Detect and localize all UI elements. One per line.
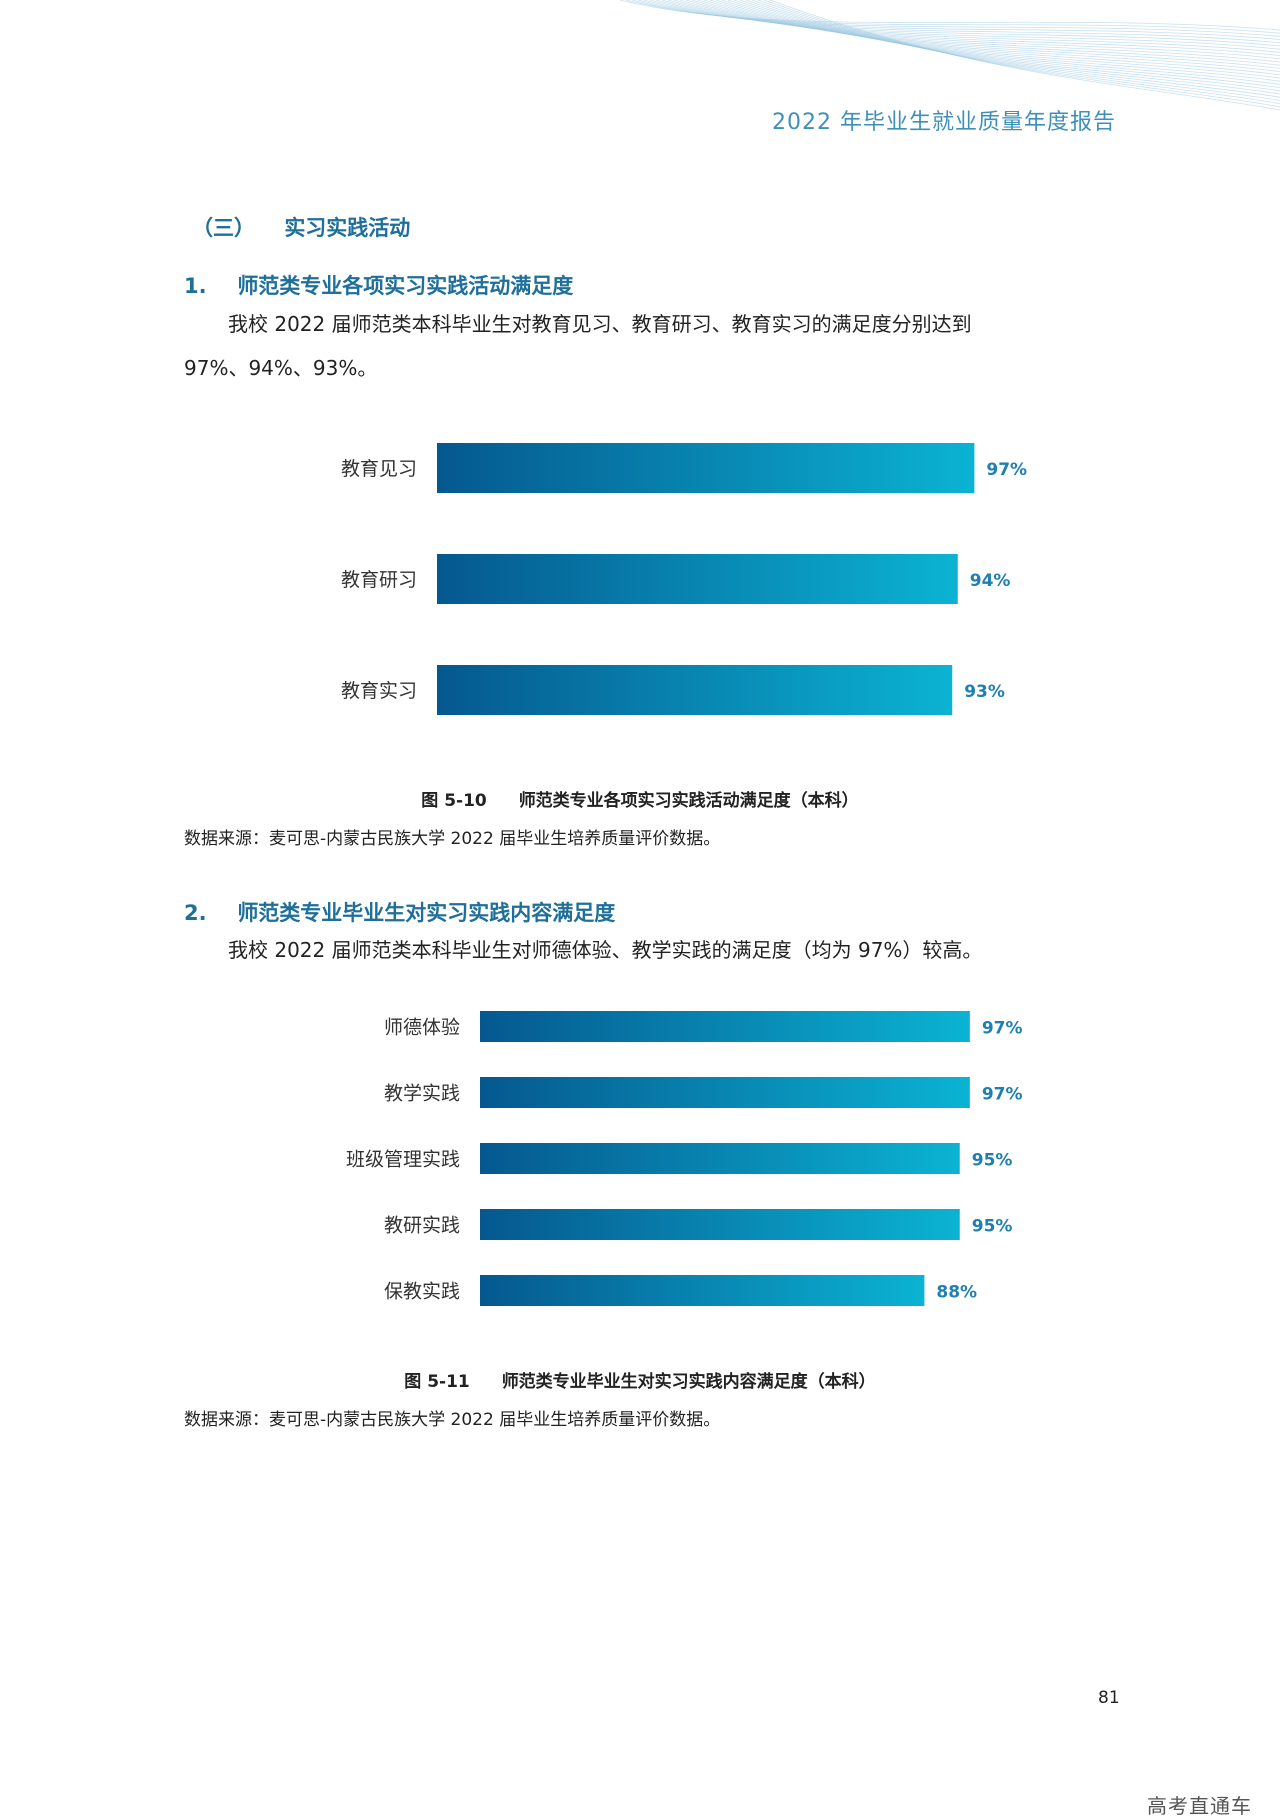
- section-number: （三）: [192, 215, 255, 240]
- subsection-1-title-text: 师范类专业各项实习实践活动满足度: [237, 273, 574, 298]
- bar: [480, 1143, 960, 1174]
- wave-line: [739, 0, 1280, 95]
- bar: [480, 1275, 925, 1306]
- wave-line: [661, 0, 1280, 53]
- value-label: 97%: [982, 1085, 1023, 1105]
- wave-line: [727, 0, 1280, 88]
- category-label: 教育研习: [341, 569, 417, 591]
- wave-line: [703, 0, 1280, 76]
- value-label: 95%: [972, 1151, 1013, 1171]
- chart-internship-content: 师德体验 97% 教学实践 97% 班级管理实践 95% 教研实践 95% 保教实践 88%: [346, 1011, 1023, 1306]
- wave-line: [751, 0, 1280, 101]
- figure-1-source: 数据来源：麦可思-内蒙古民族大学 2022 届毕业生培养质量评价数据。: [184, 829, 721, 849]
- report-header-title: 2022 年毕业生就业质量年度报告: [772, 110, 1116, 135]
- wave-line: [673, 0, 1280, 60]
- value-label: 88%: [936, 1283, 977, 1303]
- wave-line: [721, 0, 1280, 85]
- wave-line: [691, 0, 1280, 69]
- wave-line: [733, 0, 1280, 92]
- subsection-1-paragraph: 我校 2022 届师范类本科毕业生对教育见习、教育研习、教育实习的满足度分别达到…: [184, 302, 1124, 390]
- page-number: 81: [1098, 1688, 1120, 1708]
- chart-internship-activities: 教育见习 97% 教育研习 94% 教育实习 93%: [341, 443, 1027, 715]
- subsection-2-title: 2. 师范类专业毕业生对实习实践内容满足度: [184, 897, 615, 927]
- paragraph-1-line-2: 97%、94%、93%。: [184, 356, 378, 380]
- wave-line: [655, 0, 1280, 50]
- figure-1-caption-text: 师范类专业各项实习实践活动满足度（本科）: [518, 791, 859, 811]
- wave-line: [649, 0, 1280, 47]
- bar: [437, 443, 975, 493]
- wave-line: [709, 0, 1280, 79]
- wave-line: [643, 0, 1280, 44]
- value-label: 94%: [970, 571, 1011, 591]
- figure-2-caption-text: 师范类专业毕业生对实习实践内容满足度（本科）: [501, 1372, 876, 1392]
- subsection-1-title: 1. 师范类专业各项实习实践活动满足度: [184, 270, 573, 300]
- wave-line: [697, 0, 1280, 72]
- subsection-2-title-text: 师范类专业毕业生对实习实践内容满足度: [237, 900, 616, 925]
- category-label: 班级管理实践: [346, 1149, 460, 1171]
- category-label: 保教实践: [384, 1281, 460, 1303]
- header-wave-decoration: [619, 0, 1280, 111]
- value-label: 97%: [986, 460, 1027, 480]
- bar: [437, 665, 953, 715]
- category-label: 教育见习: [341, 458, 417, 480]
- category-label: 教学实践: [384, 1083, 460, 1105]
- subsection-2-paragraph: 我校 2022 届师范类本科毕业生对师德体验、教学实践的满足度（均为 97%）较…: [184, 928, 1124, 972]
- category-label: 师德体验: [384, 1017, 460, 1039]
- bar: [480, 1077, 970, 1108]
- paragraph-1-line-1: 我校 2022 届师范类本科毕业生对教育见习、教育研习、教育实习的满足度分别达到: [228, 312, 972, 336]
- section-title: （三） 实习实践活动: [192, 212, 410, 242]
- value-label: 93%: [964, 682, 1005, 702]
- figure-1-number: 图 5-10: [421, 791, 487, 811]
- figure-2-caption: 图 5-11 师范类专业毕业生对实习实践内容满足度（本科）: [0, 1367, 1280, 1392]
- figure-2-number: 图 5-11: [404, 1372, 470, 1392]
- bar: [437, 554, 958, 604]
- wave-line: [667, 0, 1280, 56]
- category-label: 教育实习: [341, 680, 417, 702]
- value-label: 97%: [982, 1019, 1023, 1039]
- subsection-1-number: 1.: [184, 274, 207, 298]
- wave-line: [685, 0, 1280, 66]
- figure-1-caption: 图 5-10 师范类专业各项实习实践活动满足度（本科）: [0, 786, 1280, 811]
- category-label: 教研实践: [384, 1215, 460, 1237]
- wave-line: [769, 0, 1280, 111]
- wave-line: [745, 0, 1280, 98]
- bar: [480, 1011, 970, 1042]
- wave-line: [757, 0, 1280, 104]
- section-title-text: 实习实践活动: [284, 215, 411, 240]
- figure-2-source: 数据来源：麦可思-内蒙古民族大学 2022 届毕业生培养质量评价数据。: [184, 1410, 721, 1430]
- wave-line: [763, 0, 1280, 108]
- wave-line: [715, 0, 1280, 82]
- paragraph-2-text: 我校 2022 届师范类本科毕业生对师德体验、教学实践的满足度（均为 97%）较…: [228, 938, 983, 962]
- wave-line: [679, 0, 1280, 63]
- watermark-text: 高考直通车: [1147, 1794, 1252, 1818]
- bar: [480, 1209, 960, 1240]
- subsection-2-number: 2.: [184, 901, 207, 925]
- value-label: 95%: [972, 1217, 1013, 1237]
